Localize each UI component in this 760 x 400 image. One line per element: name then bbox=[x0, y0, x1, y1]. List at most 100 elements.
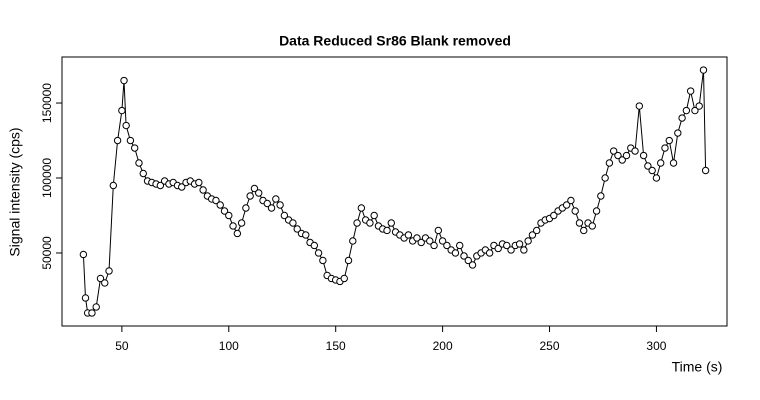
data-point bbox=[639, 151, 648, 160]
data-point bbox=[695, 102, 703, 110]
x-tick-label: 250 bbox=[540, 339, 560, 353]
data-point bbox=[580, 226, 588, 235]
x-tick-label: 300 bbox=[646, 339, 666, 353]
data-point bbox=[79, 250, 88, 259]
data-point bbox=[242, 204, 250, 212]
y-tick-label: 100000 bbox=[40, 158, 54, 198]
data-point bbox=[272, 195, 280, 203]
data-point bbox=[233, 229, 242, 238]
data-point bbox=[674, 129, 682, 137]
data-point bbox=[532, 226, 541, 235]
data-point bbox=[699, 66, 708, 74]
data-point bbox=[669, 159, 678, 167]
data-point bbox=[120, 76, 128, 85]
data-point bbox=[135, 159, 143, 167]
data-point bbox=[451, 249, 460, 257]
x-tick-label: 50 bbox=[115, 339, 129, 353]
data-point bbox=[101, 279, 109, 287]
x-axis-label: Time (s) bbox=[672, 359, 723, 375]
data-point bbox=[302, 231, 310, 239]
data-point bbox=[618, 156, 626, 164]
data-point bbox=[178, 183, 186, 191]
x-tick-label: 150 bbox=[326, 339, 346, 353]
data-point bbox=[567, 196, 575, 205]
data-point bbox=[314, 249, 323, 257]
data-point bbox=[122, 121, 130, 130]
data-point bbox=[588, 222, 596, 230]
data-point bbox=[507, 246, 515, 254]
data-point bbox=[280, 211, 289, 220]
data-point bbox=[605, 159, 614, 167]
data-point bbox=[562, 201, 571, 209]
data-point bbox=[118, 106, 126, 115]
data-point bbox=[109, 181, 118, 190]
data-point bbox=[237, 219, 246, 227]
data-point bbox=[113, 136, 122, 145]
data-point bbox=[701, 166, 710, 175]
data-point bbox=[310, 241, 319, 250]
data-point bbox=[229, 222, 237, 230]
data-point bbox=[387, 219, 395, 227]
data-point bbox=[413, 234, 421, 242]
chart-title: Data Reduced Sr86 Blank removed bbox=[279, 33, 511, 49]
data-point bbox=[212, 196, 220, 205]
data-point bbox=[665, 136, 673, 145]
data-point bbox=[216, 201, 224, 209]
data-point bbox=[438, 237, 447, 245]
data-point bbox=[246, 192, 254, 200]
data-point bbox=[622, 151, 631, 160]
data-point bbox=[319, 256, 327, 265]
data-point bbox=[524, 237, 532, 245]
data-point bbox=[614, 151, 622, 160]
data-point bbox=[126, 136, 135, 145]
data-point bbox=[250, 184, 259, 193]
data-point bbox=[96, 274, 105, 283]
data-point bbox=[344, 256, 353, 265]
data-point bbox=[105, 267, 113, 275]
data-point bbox=[678, 114, 686, 122]
data-point bbox=[276, 201, 284, 209]
data-point bbox=[609, 147, 618, 155]
data-point bbox=[263, 199, 271, 208]
data-point bbox=[682, 106, 691, 115]
data-point bbox=[443, 241, 451, 250]
data-point bbox=[139, 169, 147, 178]
data-point bbox=[225, 211, 233, 220]
data-point bbox=[528, 231, 537, 239]
x-tick-label: 100 bbox=[219, 339, 239, 353]
data-point bbox=[648, 166, 656, 175]
data-point bbox=[691, 106, 699, 115]
y-tick-label: 50000 bbox=[40, 236, 54, 270]
data-point bbox=[404, 231, 413, 239]
data-point bbox=[255, 189, 263, 197]
data-point bbox=[430, 241, 438, 250]
data-point bbox=[81, 294, 90, 302]
data-point bbox=[353, 219, 361, 227]
data-point bbox=[652, 174, 661, 182]
data-point bbox=[485, 249, 494, 257]
data-point bbox=[601, 174, 609, 182]
data-point bbox=[661, 144, 669, 152]
data-point bbox=[434, 226, 443, 235]
data-point bbox=[131, 144, 139, 152]
data-point bbox=[592, 207, 601, 215]
data-point bbox=[220, 207, 229, 215]
y-axis-label: Signal intensity (cps) bbox=[7, 127, 23, 256]
data-point bbox=[503, 241, 511, 250]
data-point bbox=[631, 147, 639, 155]
x-tick-label: 200 bbox=[433, 339, 453, 353]
data-point bbox=[88, 309, 96, 317]
data-point bbox=[635, 102, 644, 110]
data-point bbox=[340, 274, 348, 283]
data-point bbox=[383, 226, 391, 235]
data-point bbox=[575, 219, 584, 227]
data-point bbox=[686, 87, 695, 95]
data-point bbox=[571, 207, 579, 215]
data-point bbox=[456, 241, 464, 250]
data-point bbox=[657, 159, 665, 167]
data-point bbox=[349, 237, 357, 245]
y-tick-label: 150000 bbox=[40, 83, 54, 123]
data-point bbox=[357, 204, 366, 212]
